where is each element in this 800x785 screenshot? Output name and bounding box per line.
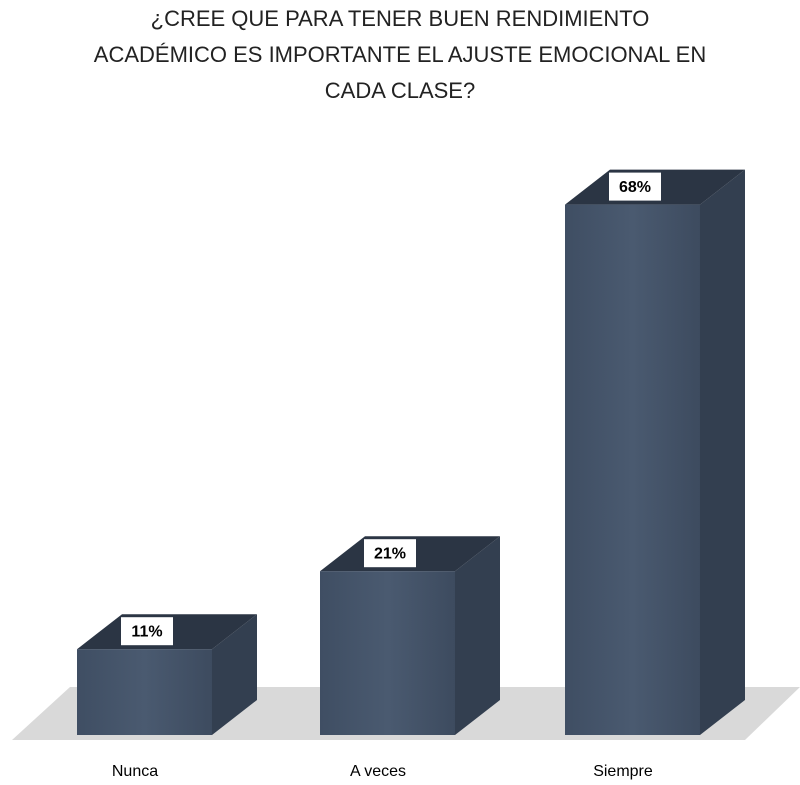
bar: [77, 649, 212, 735]
value-label-box: [121, 617, 173, 646]
bar-side: [455, 536, 500, 735]
chart-title: ACADÉMICO ES IMPORTANTE EL AJUSTE EMOCIO…: [94, 42, 706, 67]
value-label-box: [364, 539, 416, 568]
value-label-box: [609, 172, 661, 201]
value-label: 68%: [619, 179, 651, 196]
bar: [320, 571, 455, 735]
chart-title: CADA CLASE?: [325, 78, 475, 103]
chart-title: ¿CREE QUE PARA TENER BUEN RENDIMIENTO: [151, 6, 650, 31]
x-tick-label: Nunca: [112, 763, 158, 780]
value-label: 11%: [131, 623, 162, 640]
bar-side: [212, 614, 257, 735]
bar-side: [700, 169, 745, 736]
value-label: 21%: [374, 545, 406, 562]
x-tick-label: A veces: [350, 763, 406, 780]
x-tick-label: Siempre: [593, 763, 653, 780]
bar: [565, 204, 700, 736]
